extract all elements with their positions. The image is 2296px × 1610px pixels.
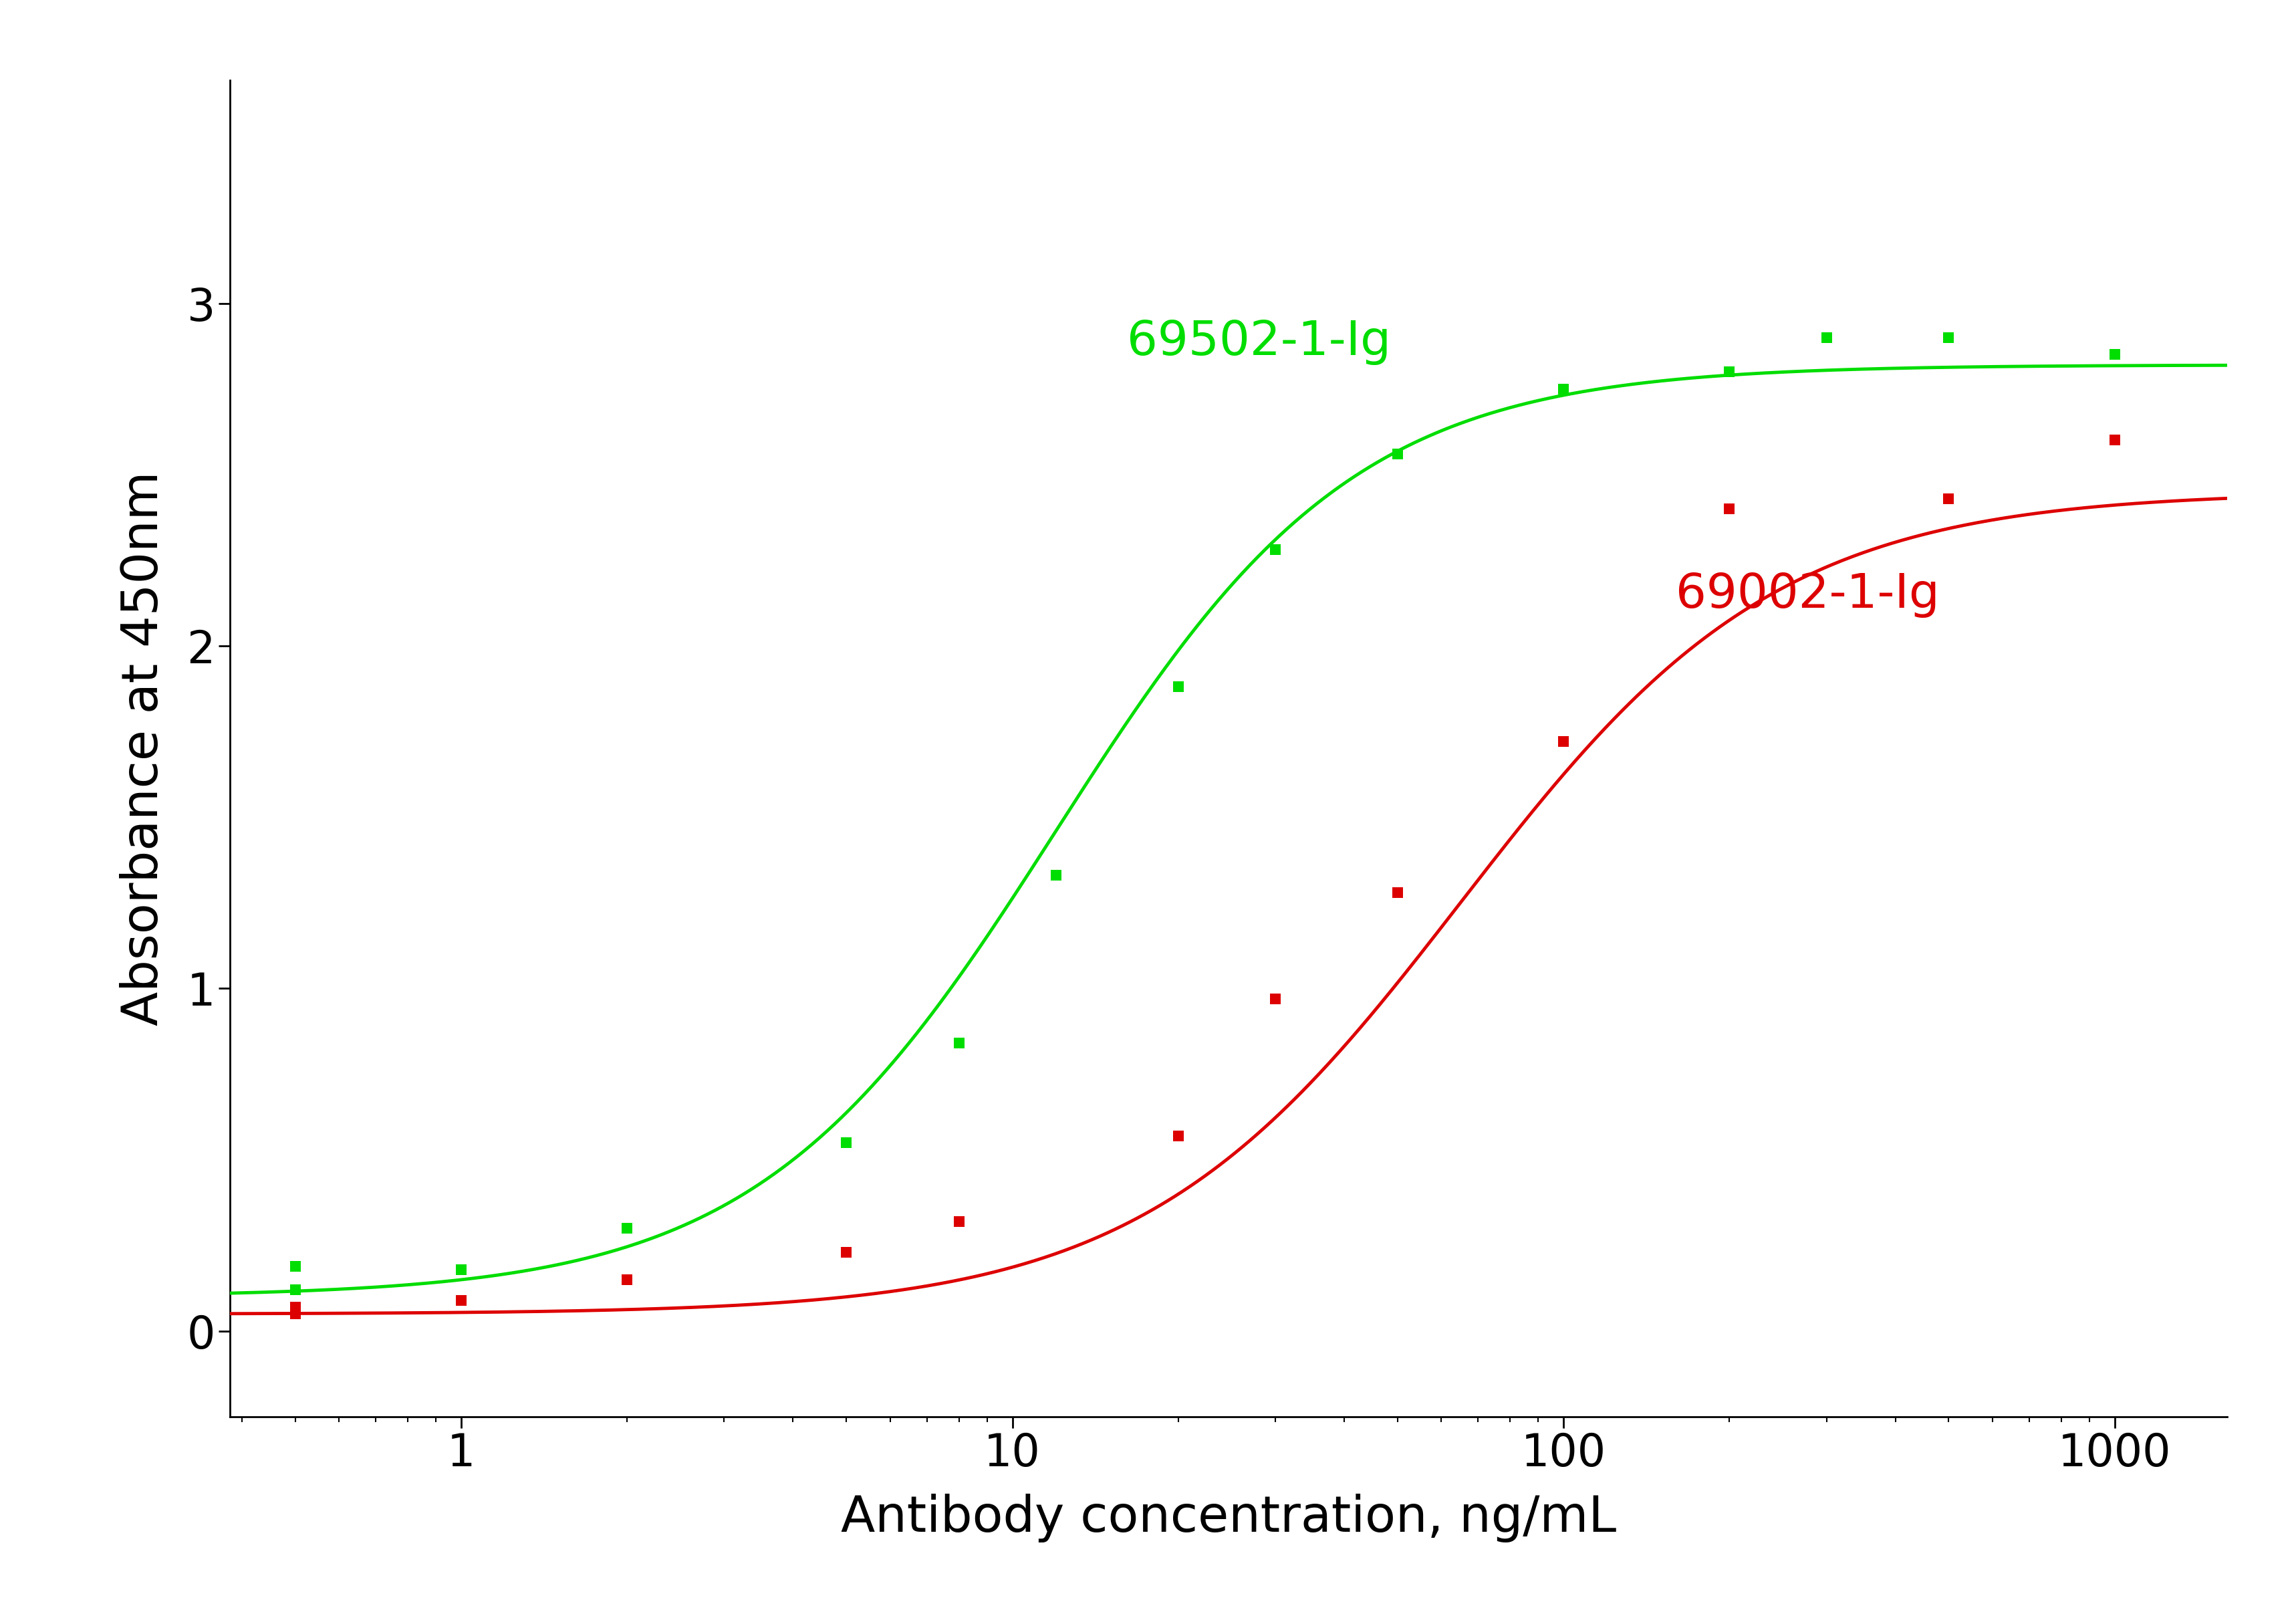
Text: 69002-1-Ig: 69002-1-Ig [1676, 572, 1940, 618]
Point [1380, 441, 1417, 467]
Point [278, 1253, 315, 1278]
Y-axis label: Absorbance at 450nm: Absorbance at 450nm [119, 472, 168, 1026]
Point [1711, 359, 1747, 385]
Point [1038, 863, 1075, 889]
Point [608, 1267, 645, 1293]
Point [278, 1294, 315, 1320]
Point [443, 1256, 480, 1282]
Point [1159, 1122, 1196, 1148]
Point [829, 1240, 866, 1265]
Text: 69502-1-Ig: 69502-1-Ig [1127, 319, 1391, 365]
Point [1159, 675, 1196, 700]
Point [1711, 496, 1747, 522]
Point [1931, 325, 1968, 351]
Point [829, 1130, 866, 1156]
Point [1256, 985, 1293, 1011]
Point [1545, 377, 1582, 402]
Point [941, 1030, 978, 1056]
Point [1931, 486, 1968, 512]
Point [941, 1209, 978, 1235]
Point [1256, 538, 1293, 563]
Point [1545, 729, 1582, 755]
Point [2096, 427, 2133, 452]
X-axis label: Antibody concentration, ng/mL: Antibody concentration, ng/mL [840, 1494, 1616, 1542]
Point [278, 1277, 315, 1302]
Point [2096, 341, 2133, 367]
Point [608, 1216, 645, 1241]
Point [1807, 325, 1844, 351]
Point [443, 1288, 480, 1314]
Point [278, 1301, 315, 1327]
Point [1380, 879, 1417, 905]
